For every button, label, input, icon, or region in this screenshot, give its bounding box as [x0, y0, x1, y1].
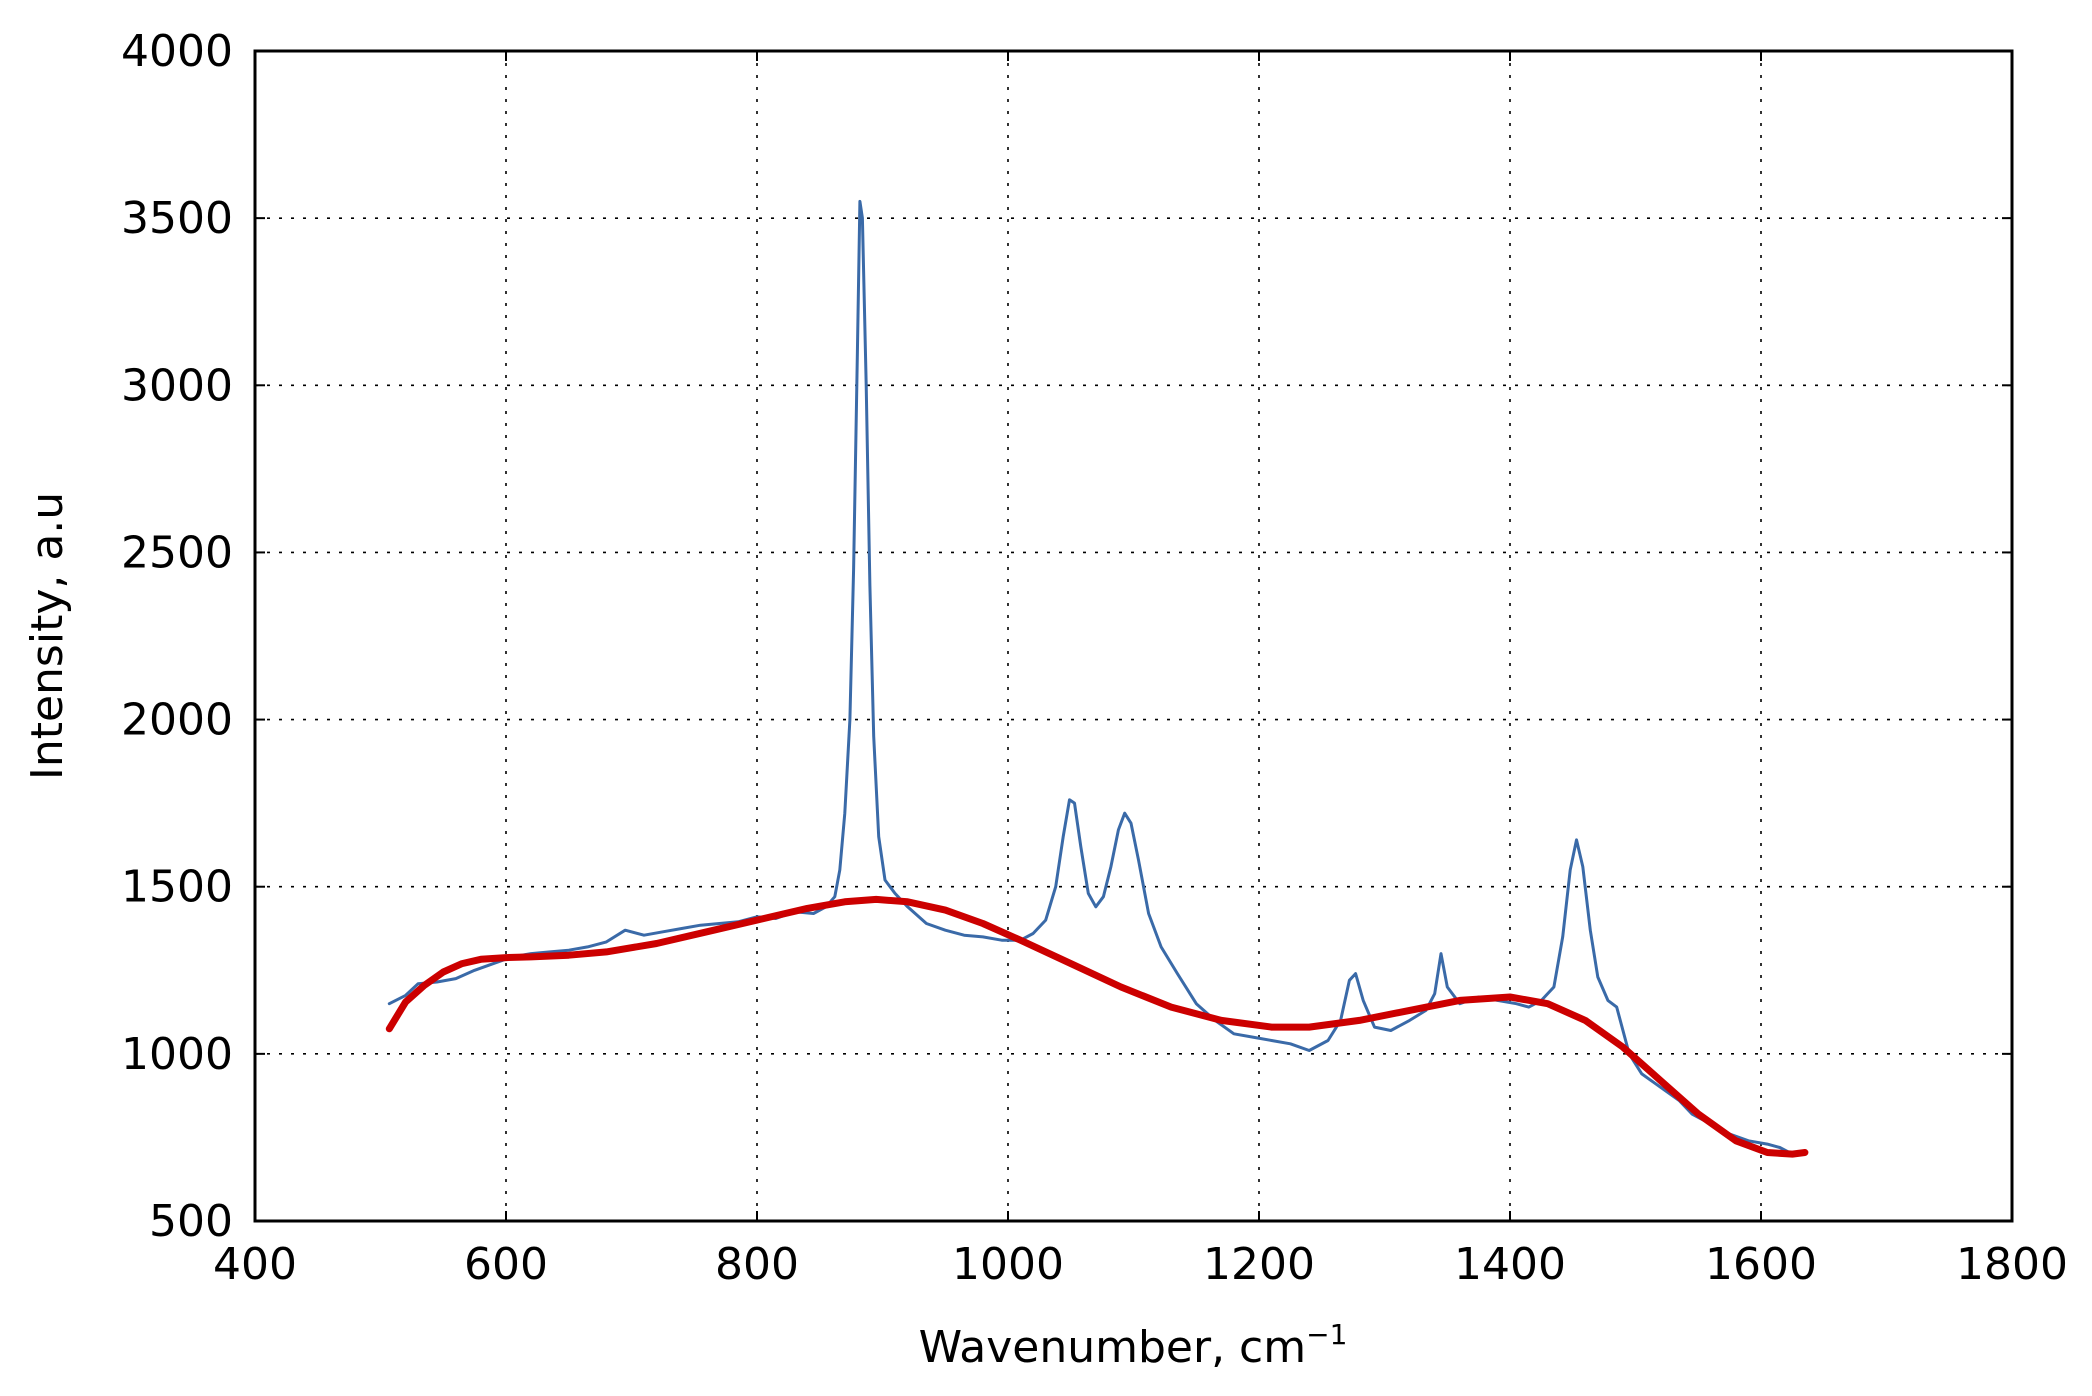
series-group: [385, 199, 1809, 1158]
y-tick-label: 4000: [121, 26, 233, 77]
y-tick-label: 3000: [121, 360, 233, 411]
y-tick-label: 1000: [121, 1029, 233, 1080]
ticks: 400 600 800 1000 1200 1400 1600 1800 500 1000 1500…: [121, 26, 2068, 1290]
x-tick-label: 1600: [1705, 1239, 1817, 1290]
plot-frame: [253, 49, 2014, 1223]
x-tick-label: 800: [715, 1239, 799, 1290]
y-tick-label: 1500: [121, 862, 233, 913]
x-tick-label: 1200: [1203, 1239, 1315, 1290]
y-tick-label: 2000: [121, 695, 233, 746]
grid: [255, 51, 2012, 1221]
x-tick-label: 1000: [952, 1239, 1064, 1290]
y-tick-label: 500: [149, 1196, 233, 1247]
spectrum-line: [387, 199, 1807, 1156]
x-tick-label: 1400: [1454, 1239, 1566, 1290]
baseline-fit-line: [385, 895, 1809, 1158]
x-axis-label-sup: −1: [1306, 1318, 1347, 1351]
x-axis-label: Wavenumber, cm−1: [919, 1318, 1348, 1373]
x-tick-label: 1800: [1956, 1239, 2068, 1290]
y-tick-label: 2500: [121, 527, 233, 578]
x-tick-label: 400: [213, 1239, 297, 1290]
y-tick-label: 3500: [121, 193, 233, 244]
y-axis-label: Intensity, a.u: [22, 492, 73, 780]
x-tick-label: 600: [464, 1239, 548, 1290]
